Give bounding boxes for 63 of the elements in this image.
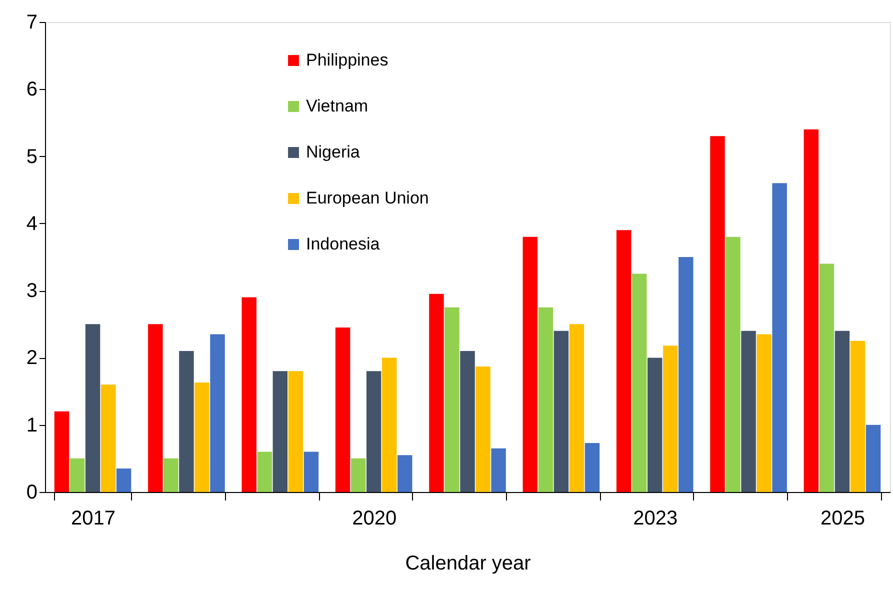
bar — [179, 351, 194, 492]
bar — [210, 334, 225, 492]
bar — [460, 351, 475, 492]
y-tick-label: 7 — [26, 12, 38, 34]
bar — [522, 236, 538, 492]
bar — [616, 230, 632, 492]
bar — [444, 307, 460, 492]
x-tick-label: 2017 — [71, 508, 116, 530]
bar — [850, 340, 866, 492]
bar — [726, 236, 740, 492]
bar — [335, 328, 350, 492]
bar — [476, 366, 490, 492]
y-tick-label: 4 — [26, 212, 38, 235]
bar — [710, 136, 725, 492]
bar — [569, 324, 584, 492]
bar — [866, 424, 881, 492]
bar — [647, 358, 662, 492]
bar — [632, 274, 647, 492]
y-tick-label: 1 — [26, 414, 38, 436]
bar — [54, 411, 70, 492]
x-tick-label: 2025 — [820, 508, 865, 530]
legend-label: Philippines — [306, 50, 388, 70]
bar — [819, 264, 834, 492]
y-tick-label: 6 — [26, 78, 38, 101]
bar — [194, 382, 210, 492]
bar — [70, 458, 85, 492]
bar — [148, 324, 163, 492]
bar — [382, 358, 397, 492]
bar — [164, 458, 178, 492]
bar — [554, 330, 569, 492]
bar — [538, 307, 554, 492]
bar — [678, 257, 694, 492]
bar — [804, 129, 819, 492]
bar — [366, 371, 382, 492]
bar — [257, 452, 272, 492]
x-tick-label: 2023 — [633, 508, 678, 530]
y-tick-label: 3 — [26, 280, 38, 302]
bar — [741, 330, 756, 492]
y-tick-label: 2 — [26, 347, 38, 370]
bar — [491, 448, 506, 492]
x-axis-title: Calendar year — [405, 552, 532, 574]
bar — [242, 297, 256, 492]
bar — [304, 452, 319, 492]
bar — [834, 330, 850, 492]
x-tick-label: 2020 — [352, 508, 397, 530]
bar — [663, 346, 678, 492]
y-tick-label: 5 — [26, 146, 38, 168]
bar — [756, 334, 772, 492]
legend-label: European Union — [306, 188, 429, 208]
bar — [772, 183, 787, 492]
y-tick-label: 0 — [26, 482, 38, 504]
legend-label: Indonesia — [306, 234, 380, 254]
bar — [429, 294, 444, 492]
bar — [350, 458, 366, 492]
legend-label: Vietnam — [306, 96, 368, 116]
bar — [288, 371, 304, 492]
legend-label: Nigeria — [306, 142, 360, 162]
bar — [100, 384, 116, 492]
bar — [397, 455, 412, 492]
bar — [272, 371, 288, 492]
bar — [584, 442, 600, 492]
bar — [85, 324, 100, 492]
bar — [116, 468, 132, 492]
